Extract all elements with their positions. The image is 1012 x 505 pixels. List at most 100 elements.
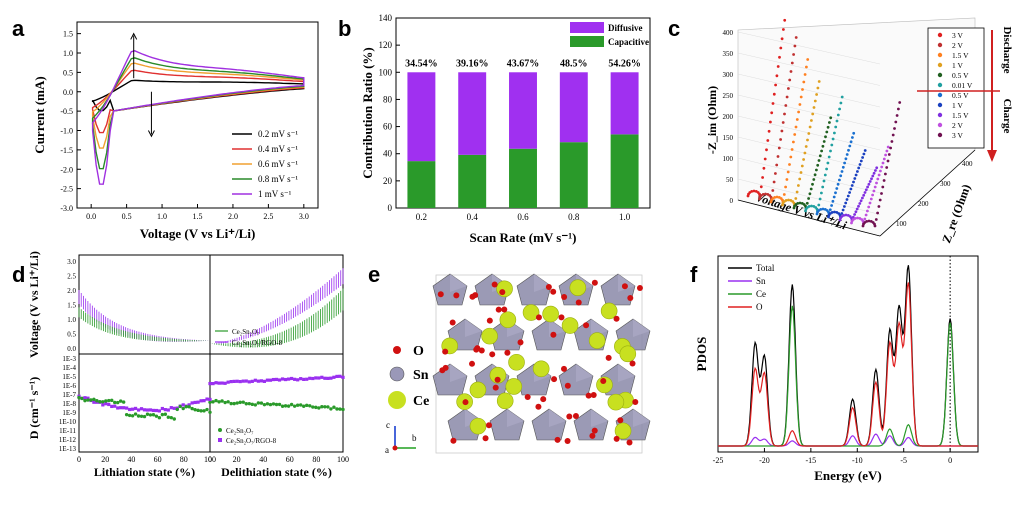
- diffusion-point: [125, 406, 129, 410]
- y-tick-label: 1E-13: [59, 445, 77, 453]
- nyquist-point: [829, 149, 832, 153]
- o-atom: [575, 299, 582, 306]
- diffusion-point: [193, 400, 197, 405]
- diffusion-point: [83, 398, 87, 403]
- nyquist-point: [863, 217, 867, 221]
- diffusion-point: [271, 402, 276, 406]
- nyquist-point: [775, 163, 779, 167]
- o-atom: [486, 317, 493, 324]
- o-atom: [504, 349, 511, 356]
- nyquist-point: [898, 101, 902, 104]
- x-axis-label: Energy (eV): [814, 468, 882, 483]
- nyquist-point: [842, 214, 846, 217]
- nyquist-point: [805, 65, 808, 69]
- x-tick-label: 80: [180, 455, 188, 464]
- unit-cell: [435, 274, 643, 454]
- o-atom: [591, 279, 598, 286]
- diffusion-point: [277, 402, 282, 407]
- y-tick-label: 1E-6: [62, 382, 76, 390]
- diffusion-point: [286, 377, 291, 381]
- grid-line: [737, 52, 881, 86]
- legend-marker: [937, 122, 943, 128]
- diffusion-point: [116, 400, 120, 405]
- o-atom: [492, 384, 499, 391]
- axis-c-label: c: [386, 420, 390, 430]
- diffusion-point: [217, 400, 221, 404]
- diffusion-point: [190, 401, 194, 405]
- nyquist-point: [864, 213, 868, 217]
- arrow-down-head: [147, 130, 155, 138]
- nyquist-point: [785, 95, 789, 99]
- diffusion-point: [130, 407, 135, 411]
- diffusion-point: [302, 377, 306, 381]
- diffusion-point: [92, 397, 96, 402]
- nyquist-point: [862, 193, 866, 197]
- diffusion-point: [101, 403, 105, 407]
- o-atom: [613, 315, 620, 322]
- panel-e: e O Sn Ce c b a: [368, 262, 651, 455]
- bar-label: 48.5%: [560, 58, 588, 69]
- diffusion-point: [172, 406, 176, 410]
- legend-atom: [389, 366, 405, 382]
- panel-b: b 0 20 40 60 80 100 120 140 34.54% 0.2 39.16% 0.4 43.…: [338, 13, 651, 245]
- diffusion-point: [299, 377, 303, 381]
- nyquist-point: [859, 199, 863, 203]
- legend-label: Ce: [413, 394, 429, 409]
- diffusion-point: [238, 379, 242, 384]
- o-atom: [600, 378, 607, 385]
- nyquist-point: [784, 185, 787, 189]
- bar-capacitive: [610, 134, 639, 208]
- nyquist-point: [867, 205, 871, 209]
- charge-label: Charge: [1001, 99, 1012, 134]
- ce-atom: [588, 332, 606, 349]
- nyquist-point: [885, 166, 889, 169]
- nyquist-point: [783, 112, 786, 116]
- nyquist-point: [807, 197, 810, 200]
- nyquist-point: [856, 170, 859, 173]
- nyquist-point: [880, 192, 883, 195]
- panel-c: c 0 50 100 150 200 250 300 350 400 100 200 300 400 -Z_…: [668, 16, 1012, 245]
- y-tick-label: 40: [383, 149, 393, 159]
- diffusion-point: [311, 405, 315, 409]
- o-atom: [495, 306, 502, 313]
- nyquist-point: [834, 125, 838, 129]
- diffusion-point: [163, 408, 167, 412]
- legend-label: 2 V: [952, 121, 963, 130]
- diffusion-point: [280, 404, 285, 408]
- o-atom: [585, 392, 592, 399]
- y-tick-label: 0: [388, 203, 393, 213]
- nyquist-point: [795, 190, 799, 194]
- ce-atom: [542, 305, 559, 323]
- nyquist-point: [848, 191, 851, 194]
- y-tick-label: 0.0: [63, 88, 73, 97]
- diffusion-point: [323, 376, 327, 380]
- nyquist-point: [845, 153, 849, 156]
- diffusion-point: [92, 400, 96, 404]
- legend-atom: [393, 346, 401, 354]
- nyquist-point: [805, 201, 809, 205]
- z-tick-label: 0: [730, 197, 734, 205]
- diffusion-point: [320, 375, 324, 379]
- diffusion-point: [163, 412, 168, 416]
- z-tick-label: 100: [723, 155, 734, 163]
- nyquist-point: [853, 177, 857, 180]
- nyquist-point: [852, 131, 856, 135]
- o-atom: [566, 413, 573, 420]
- o-atom: [473, 346, 480, 353]
- nyquist-point: [812, 106, 816, 109]
- nyquist-point: [775, 195, 779, 199]
- o-atom: [605, 354, 612, 361]
- nyquist-point: [843, 161, 846, 165]
- nyquist-point: [857, 166, 861, 170]
- o-atom: [564, 438, 571, 445]
- nyquist-point: [863, 191, 867, 194]
- nyquist-point: [796, 202, 800, 205]
- nyquist-point: [769, 120, 772, 124]
- nyquist-point: [798, 201, 802, 205]
- nyquist-point: [794, 125, 798, 129]
- panel-f-label: f: [690, 262, 698, 287]
- nyquist-point: [881, 161, 885, 165]
- o-atom: [450, 437, 457, 444]
- o-atom: [564, 382, 571, 389]
- nyquist-point: [808, 125, 812, 129]
